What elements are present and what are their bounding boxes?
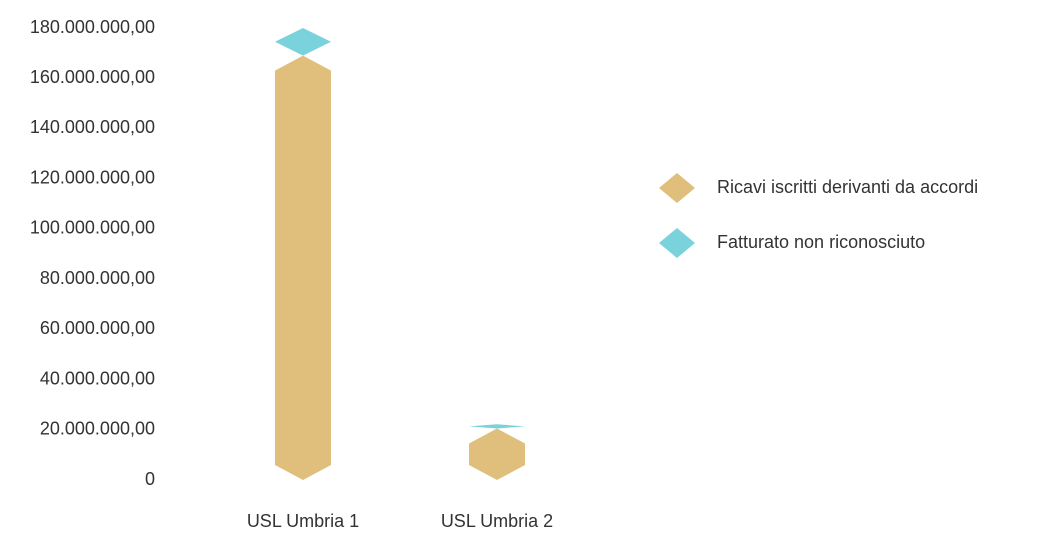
y-tick-label: 60.000.000,00 bbox=[40, 318, 155, 338]
y-tick-label: 100.000.000,00 bbox=[30, 218, 155, 238]
legend-marker bbox=[659, 173, 695, 203]
bar-segment bbox=[275, 55, 331, 480]
x-tick-label: USL Umbria 2 bbox=[441, 511, 553, 531]
y-tick-label: 160.000.000,00 bbox=[30, 67, 155, 87]
y-tick-label: 20.000.000,00 bbox=[40, 419, 155, 439]
legend-marker bbox=[659, 228, 695, 258]
bar-segment bbox=[469, 428, 525, 480]
x-tick-label: USL Umbria 1 bbox=[247, 511, 359, 531]
y-tick-label: 180.000.000,00 bbox=[30, 17, 155, 37]
legend-label: Ricavi iscritti derivanti da accordi bbox=[717, 177, 978, 197]
y-tick-label: 120.000.000,00 bbox=[30, 167, 155, 187]
y-tick-label: 0 bbox=[145, 469, 155, 489]
bar-segment bbox=[275, 28, 331, 56]
legend-label: Fatturato non riconosciuto bbox=[717, 232, 925, 252]
bar-segment bbox=[469, 424, 525, 429]
y-tick-label: 40.000.000,00 bbox=[40, 368, 155, 388]
y-tick-label: 80.000.000,00 bbox=[40, 268, 155, 288]
y-tick-label: 140.000.000,00 bbox=[30, 117, 155, 137]
